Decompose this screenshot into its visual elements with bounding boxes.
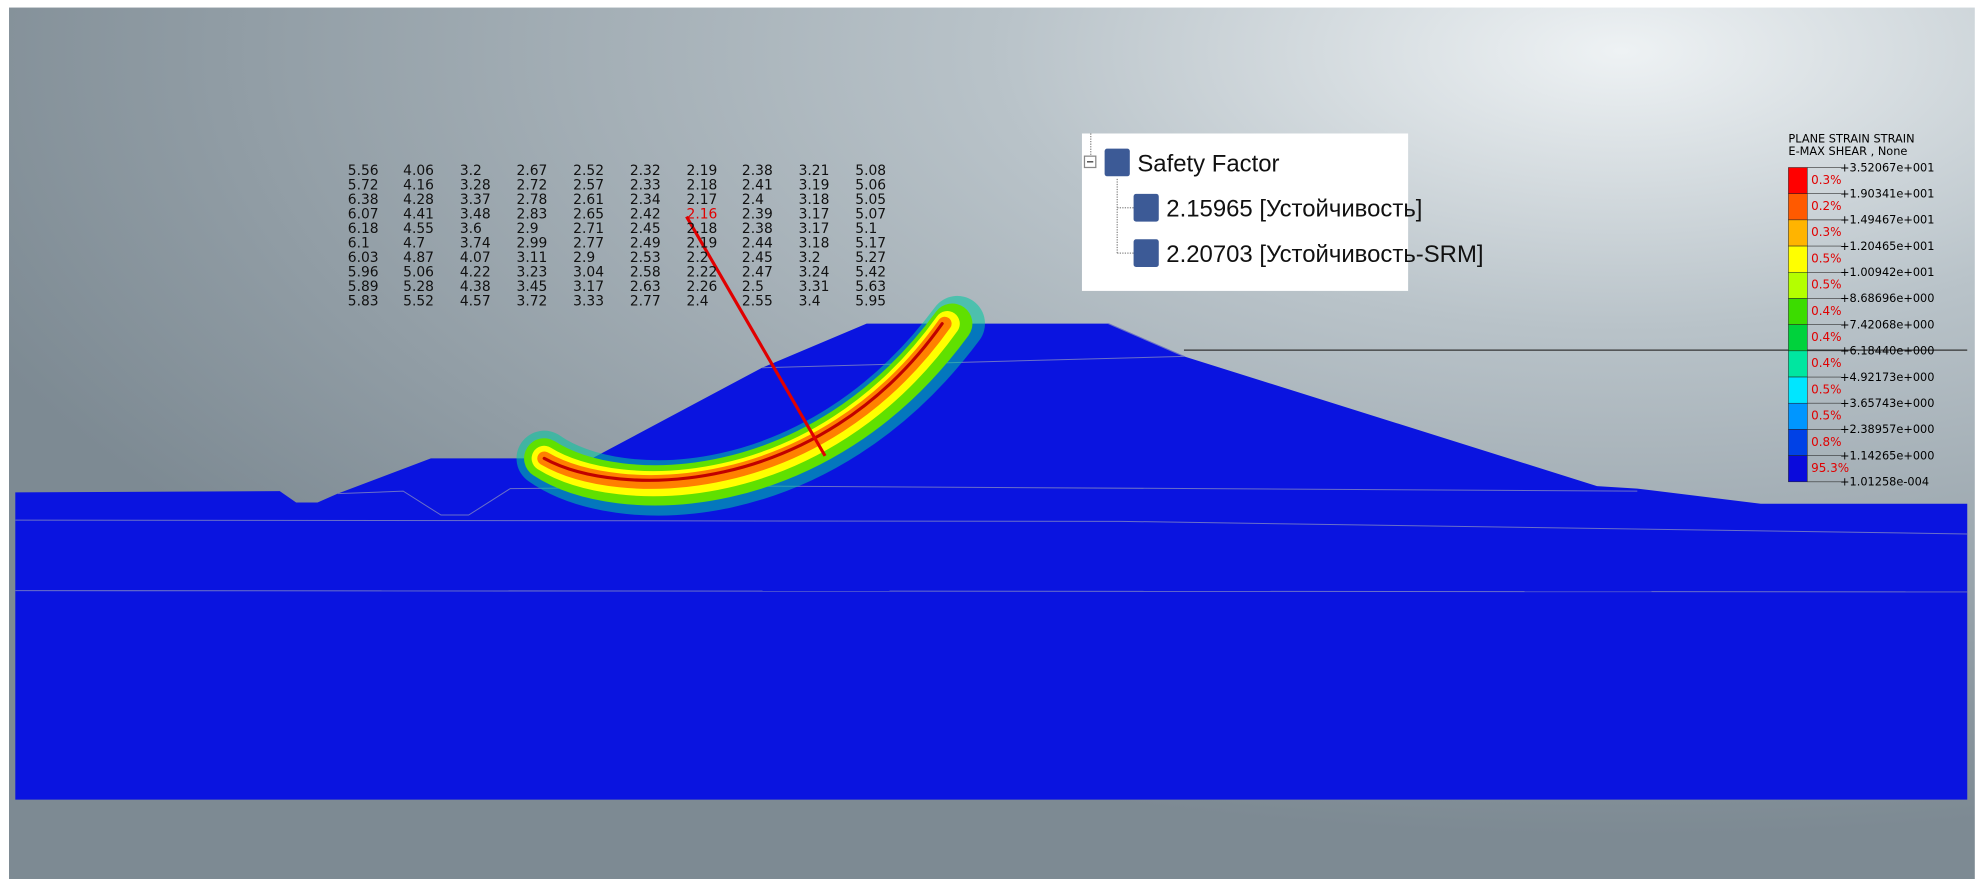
legend-swatch	[1788, 246, 1807, 272]
safety-factor-value: 5.83	[348, 293, 379, 309]
legend-percent: 0.5%	[1811, 382, 1841, 396]
legend-swatch	[1788, 194, 1807, 220]
legend-percent: 0.4%	[1811, 304, 1841, 318]
safety-factor-value: 5.52	[403, 293, 434, 309]
safety-factor-value: 4.57	[460, 293, 491, 309]
legend-level: +8.68696e+000	[1840, 291, 1934, 305]
legend-level: +6.18440e+000	[1840, 344, 1934, 358]
legend-swatch	[1788, 298, 1807, 324]
legend-percent: 0.5%	[1811, 278, 1841, 292]
legend-level: +1.90341e+001	[1840, 186, 1934, 200]
legend-percent: 0.5%	[1811, 409, 1841, 423]
safety-factor-value: 2.77	[630, 293, 661, 309]
tree-title: Safety Factor	[1137, 150, 1279, 177]
legend-percent: 0.5%	[1811, 251, 1841, 265]
legend-swatch	[1788, 403, 1807, 429]
legend-level: +3.52067e+001	[1840, 160, 1934, 174]
legend-level: +2.38957e+000	[1840, 422, 1934, 436]
legend-swatch	[1788, 377, 1807, 403]
safety-factor-value: 2.55	[742, 293, 773, 309]
legend-swatch	[1788, 272, 1807, 298]
safety-factor-value: 3.33	[573, 293, 604, 309]
legend-title: E-MAX SHEAR , None	[1788, 144, 1907, 158]
legend-swatch	[1788, 456, 1807, 482]
tree-item[interactable]: 2.20703 [Устойчивость-SRM]	[1166, 241, 1483, 268]
legend-percent: 0.3%	[1811, 173, 1841, 187]
legend-level: +3.65743e+000	[1840, 396, 1934, 410]
legend-level: +7.42068e+000	[1840, 317, 1934, 331]
legend-percent: 95.3%	[1811, 461, 1849, 475]
legend-percent: 0.8%	[1811, 435, 1841, 449]
safety-factor-value: 2.4	[687, 293, 709, 309]
page: 5.564.063.22.672.522.322.192.383.215.085…	[0, 0, 1975, 879]
tree-item[interactable]: 2.15965 [Устойчивость]	[1166, 196, 1422, 223]
legend-percent: 0.4%	[1811, 330, 1841, 344]
legend-percent: 0.2%	[1811, 199, 1841, 213]
legend-level: +1.00942e+001	[1840, 265, 1934, 279]
legend-level: +1.49467e+001	[1840, 213, 1934, 227]
legend-level: +1.14265e+000	[1840, 448, 1934, 462]
legend-swatch	[1788, 351, 1807, 377]
legend-level: +1.20465e+001	[1840, 239, 1934, 253]
screen: 5.564.063.22.672.522.322.192.383.215.085…	[0, 0, 1975, 879]
safety-factor-value: 5.95	[855, 293, 886, 309]
safety-factor-value: 3.72	[517, 293, 548, 309]
legend-swatch	[1788, 220, 1807, 246]
safety-factor-value: 3.4	[799, 293, 821, 309]
legend-percent: 0.4%	[1811, 356, 1841, 370]
legend-percent: 0.3%	[1811, 225, 1841, 239]
legend-swatch	[1788, 429, 1807, 455]
legend-swatch	[1788, 325, 1807, 351]
legend-level: +4.92173e+000	[1840, 370, 1934, 384]
legend-swatch	[1788, 167, 1807, 193]
legend-level: +1.01258e-004	[1840, 475, 1929, 489]
